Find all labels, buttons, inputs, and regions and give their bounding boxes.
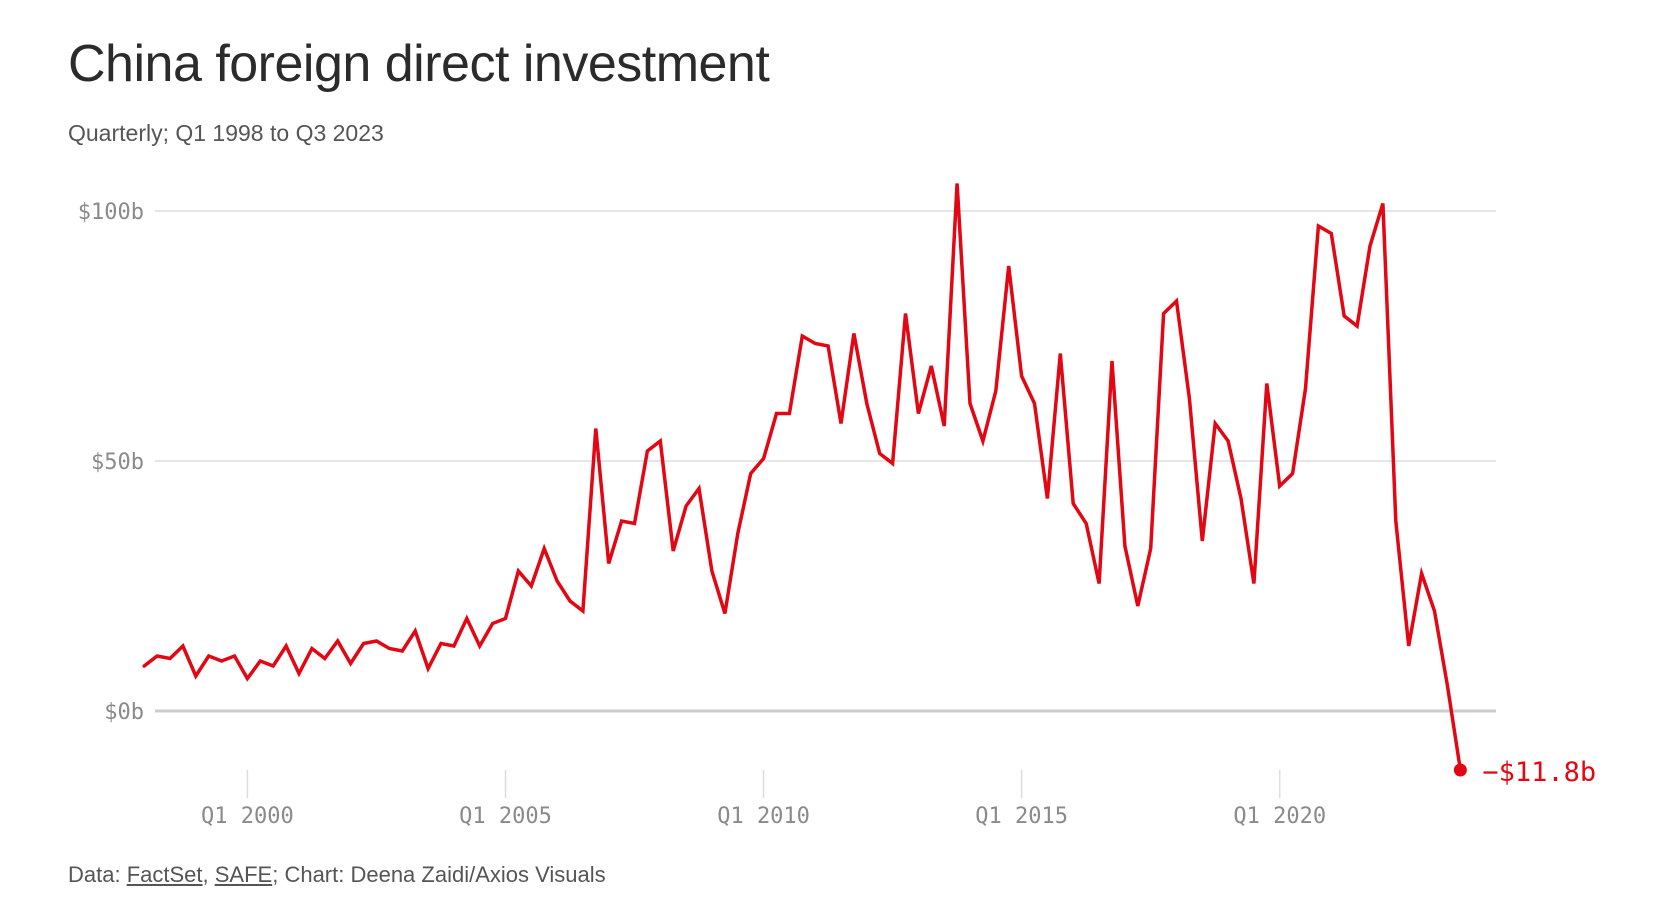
series-layer: −$11.8b — [142, 183, 1596, 788]
x-tick-label: Q1 2000 — [201, 804, 294, 829]
x-tick-label: Q1 2005 — [459, 804, 552, 829]
grid-layer — [155, 210, 1496, 713]
footer-credit: ; Chart: Deena Zaidi/Axios Visuals — [272, 862, 606, 887]
source-link-factset[interactable]: FactSet — [126, 862, 203, 887]
chart-title: China foreign direct investment — [68, 35, 770, 93]
y-tick-label: $0b — [104, 700, 144, 725]
end-value-label: −$11.8b — [1482, 757, 1596, 788]
y-tick-label: $50b — [91, 450, 144, 475]
footer-data-prefix: Data: — [68, 862, 127, 887]
x-tick-label: Q1 2020 — [1233, 804, 1326, 829]
x-tick-label: Q1 2010 — [717, 804, 810, 829]
chart-footer: Data: FactSet, SAFE; Chart: Deena Zaidi/… — [68, 862, 606, 888]
footer-separator: , — [202, 862, 215, 887]
x-tick-label: Q1 2015 — [975, 804, 1068, 829]
source-link-safe[interactable]: SAFE — [214, 862, 273, 887]
end-point-marker — [1453, 763, 1467, 777]
y-tick-label: $100b — [78, 200, 144, 225]
fdi-series-line — [142, 183, 1463, 772]
chart-subtitle: Quarterly; Q1 1998 to Q3 2023 — [68, 120, 384, 146]
tick-layer: $0b $50b $100b Q1 2000 Q1 2005 Q1 2010 Q1 2015… — [78, 200, 1326, 829]
